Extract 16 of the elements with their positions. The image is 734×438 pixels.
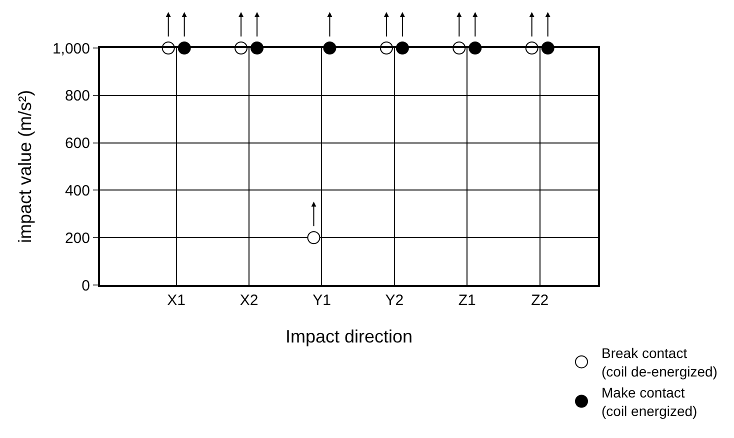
x-tick-label: Y2 <box>385 292 404 309</box>
y-tick-label: 1,000 <box>52 40 90 58</box>
y-axis-title: impact value (m/s²) <box>15 90 36 244</box>
y-tick-label: 0 <box>82 277 90 294</box>
x-tick-label: Y1 <box>312 292 331 309</box>
x-tick-label: X2 <box>240 292 258 309</box>
y-tick-label: 200 <box>64 230 90 247</box>
x-tick-label: Z1 <box>458 292 476 309</box>
y-tick-label: 600 <box>64 135 90 152</box>
x-axis-title: Impact direction <box>285 326 413 347</box>
legend-label: Make contact (coil energized) <box>602 384 698 419</box>
y-tick-label: 800 <box>64 88 90 105</box>
y-tick-label: 400 <box>64 182 90 200</box>
x-tick-label: Z2 <box>531 292 549 309</box>
legend-label: Break contact (coil de-energized) <box>602 345 718 380</box>
x-tick-label: X1 <box>167 292 186 309</box>
